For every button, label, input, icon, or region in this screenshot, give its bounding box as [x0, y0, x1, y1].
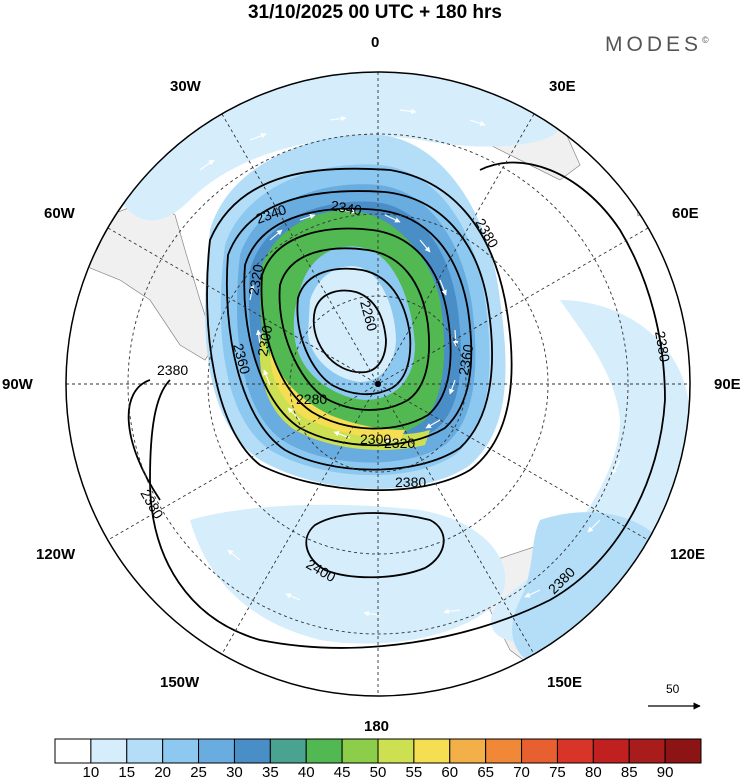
colorbar-tick-label: 80	[584, 764, 602, 781]
colorbar-tick-label: 70	[513, 764, 530, 781]
contour-label: 2320	[384, 435, 415, 451]
map-border	[65, 71, 691, 697]
colorbar-swatch	[485, 738, 523, 764]
contour-2400	[305, 512, 445, 579]
colorbar-swatch	[54, 738, 92, 764]
colorbar-swatch	[664, 738, 702, 764]
colorbar-tick-label: 45	[333, 764, 351, 781]
colorbar-swatch	[198, 738, 235, 764]
contour-label: 2380	[157, 362, 188, 378]
contour-label: 2260	[357, 299, 381, 333]
colorbar-swatch	[449, 738, 487, 764]
lon-label-150w: 150W	[160, 674, 200, 691]
colorbar-tick-label: 10	[82, 764, 100, 781]
lon-label-30e: 30E	[549, 78, 576, 95]
land-madagascar	[635, 195, 647, 217]
contour-label: 2380	[395, 474, 426, 490]
colorbar-swatch	[556, 738, 594, 764]
contour-label: 2380	[652, 330, 673, 364]
colorbar-tick-label: 75	[549, 764, 566, 781]
colorbar-tick-label: 65	[477, 764, 494, 781]
lon-label-0: 0	[371, 34, 380, 51]
colorbar-swatch	[377, 738, 415, 764]
reference-vector-arrow	[648, 702, 701, 710]
south-pole-marker	[375, 381, 381, 387]
colorbar-tick-label: 60	[441, 764, 459, 781]
contour-label: 2320	[245, 263, 266, 297]
meridian-30e-150w	[221, 113, 535, 655]
colorbar-tick-label: 35	[261, 764, 279, 781]
colorbar-tick-label: 40	[297, 764, 315, 781]
lon-label-90e: 90E	[714, 376, 741, 393]
colorbar-swatch	[521, 738, 558, 764]
contour-label: 2360	[230, 342, 254, 376]
lon-label-120w: 120W	[36, 546, 76, 563]
contour-2380-east	[149, 161, 666, 649]
contour-2280	[296, 267, 412, 396]
contour-2300	[278, 247, 430, 411]
shade-light-southeast	[512, 512, 670, 670]
colorbar-tick-label: 20	[154, 764, 171, 781]
colorbar-swatch	[162, 738, 200, 764]
colorbar-swatch	[341, 738, 379, 764]
colorbar-tick-label: 90	[656, 764, 674, 781]
brand-mark: ©	[702, 35, 709, 45]
colorbar-swatch	[233, 738, 271, 764]
meridian-60e-120w	[107, 227, 649, 541]
contour-label: 2360	[455, 343, 476, 377]
colorbar-swatch	[592, 738, 630, 764]
contour-2360	[225, 190, 493, 471]
colorbar-swatch	[126, 738, 164, 764]
contour-label: 2280	[296, 391, 327, 407]
colorbar-tick-label: 50	[369, 764, 387, 781]
colorbar-swatch	[269, 738, 307, 764]
colorbar-tick-label: 30	[226, 764, 243, 781]
contour-2260	[312, 289, 387, 374]
contour-2380-inner	[206, 167, 513, 492]
shade-jet-60	[270, 350, 405, 440]
meridian-30w-150e	[221, 113, 535, 655]
lon-label-60e: 60E	[672, 205, 699, 222]
contour-label: 2340	[329, 197, 363, 218]
lon-label-120e: 120E	[670, 546, 706, 563]
shade-jet-55	[259, 330, 430, 450]
meridian-60w-120e	[107, 227, 649, 541]
contour-2380-west	[127, 379, 161, 501]
reference-vector-label: 50	[666, 682, 680, 696]
modes-logo: MODES©	[605, 33, 709, 57]
colorbar-tick-label: 55	[405, 764, 423, 781]
lon-label-90w: 90W	[2, 376, 33, 393]
lon-label-180: 180	[364, 718, 390, 735]
brand-name: MODES	[605, 33, 703, 56]
lon-label-150e: 150E	[547, 674, 583, 691]
contour-label: 2300	[360, 431, 391, 447]
lon-label-30w: 30W	[170, 78, 201, 95]
contour-label: 2300	[254, 324, 275, 358]
shade-inner-core	[308, 266, 396, 382]
lon-label-60w: 60W	[44, 205, 75, 222]
colorbar-swatch	[305, 738, 343, 764]
colorbar-tick-label: 15	[118, 764, 136, 781]
colorbar	[54, 738, 702, 764]
colorbar-tick-label: 85	[620, 764, 638, 781]
colorbar-swatch	[628, 738, 666, 764]
colorbar-swatch	[413, 738, 451, 764]
colorbar-swatch	[90, 738, 128, 764]
contour-2320	[260, 227, 452, 430]
map-title: 31/10/2025 00 UTC + 180 hrs	[247, 2, 503, 23]
colorbar-tick-label: 25	[190, 764, 207, 781]
